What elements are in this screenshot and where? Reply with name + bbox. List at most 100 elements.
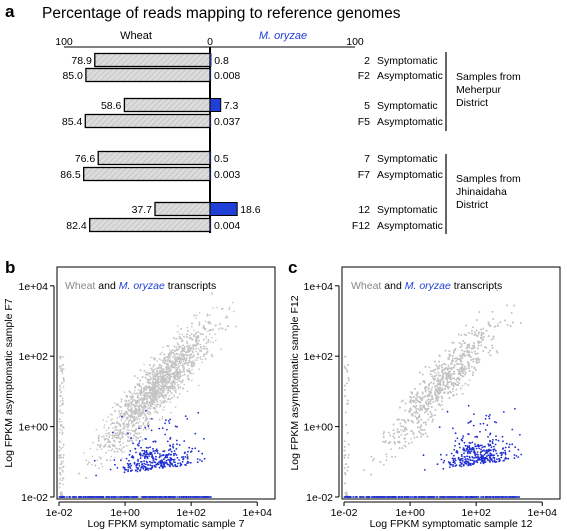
wheat-point — [123, 427, 126, 430]
wheat-point — [62, 471, 64, 473]
wheat-point — [163, 401, 165, 404]
wheat-point — [121, 435, 123, 437]
wheat-point — [177, 366, 180, 368]
sample-id-label: 5 — [364, 100, 370, 112]
wheat-point — [138, 413, 140, 416]
wheat-point — [231, 301, 234, 304]
wheat-point — [58, 486, 61, 489]
wheat-point — [118, 409, 120, 412]
wheat-point — [196, 343, 199, 346]
wheat-point — [120, 400, 122, 403]
wheat-point — [146, 412, 149, 415]
wheat-point — [191, 379, 193, 382]
wheat-point — [160, 401, 163, 404]
wheat-point — [58, 431, 61, 434]
wheat-point — [182, 339, 184, 342]
wheat-value-label: 82.4 — [66, 220, 87, 232]
wheat-point — [140, 387, 143, 390]
wheat-point — [59, 400, 62, 403]
wheat-point — [126, 412, 129, 414]
wheat-point — [192, 354, 195, 356]
wheat-point — [178, 335, 181, 338]
wheat-point — [158, 418, 161, 421]
sample-id-label: F2 — [358, 70, 370, 82]
wheat-point — [139, 420, 141, 423]
wheat-point — [62, 460, 65, 463]
wheat-point — [103, 426, 105, 429]
wheat-point — [105, 420, 108, 423]
wheat-point — [147, 410, 150, 413]
wheat-point — [137, 393, 140, 395]
wheat-point — [127, 429, 130, 431]
wheat-point — [91, 455, 94, 458]
wheat-point — [181, 344, 184, 347]
wheat-point — [137, 405, 139, 408]
wheat-point — [92, 441, 94, 444]
wheat-point — [198, 321, 201, 324]
wheat-point — [136, 392, 139, 395]
wheat-point — [122, 416, 125, 418]
wheat-point — [159, 404, 161, 407]
wheat-point — [154, 399, 156, 402]
wheat-point — [183, 383, 186, 386]
wheat-point — [117, 437, 120, 440]
wheat-point — [118, 405, 120, 407]
wheat-point — [161, 417, 164, 420]
wheat-point — [116, 420, 118, 423]
wheat-point — [59, 477, 62, 479]
wheat-point — [181, 363, 184, 365]
wheat-point — [166, 375, 168, 378]
wheat-point — [120, 398, 123, 400]
wheat-point — [228, 306, 231, 308]
wheat-point — [137, 415, 140, 418]
wheat-point — [178, 333, 181, 335]
wheat-point — [172, 355, 175, 357]
wheat-point — [167, 379, 169, 381]
wheat-point — [156, 360, 159, 362]
oryzae-bar — [209, 114, 212, 128]
wheat-point — [152, 379, 154, 382]
wheat-point — [199, 358, 202, 360]
wheat-point — [110, 449, 113, 452]
wheat-point — [226, 316, 229, 319]
wheat-point — [148, 421, 150, 423]
oryzae-value-label: 0.003 — [214, 169, 240, 181]
wheat-point — [61, 462, 64, 464]
wheat-point — [205, 351, 208, 354]
wheat-point — [195, 350, 197, 353]
wheat-point — [173, 379, 175, 382]
wheat-point — [176, 342, 179, 344]
wheat-point — [124, 420, 127, 422]
wheat-point — [91, 464, 93, 466]
wheat-point — [121, 451, 124, 454]
wheat-point — [143, 363, 145, 366]
wheat-point — [198, 323, 201, 325]
wheat-point — [151, 373, 154, 376]
wheat-point — [156, 395, 158, 397]
wheat-point — [170, 353, 173, 355]
wheat-point — [62, 356, 65, 358]
wheat-point — [155, 372, 157, 374]
wheat-point — [232, 310, 235, 313]
wheat-point — [130, 429, 132, 432]
wheat-point — [132, 437, 135, 440]
wheat-point — [190, 353, 193, 355]
wheat-point — [60, 456, 62, 459]
oryzae-value-label: 0.8 — [214, 55, 229, 67]
wheat-point — [112, 436, 114, 439]
wheat-point — [137, 389, 140, 391]
wheat-point — [122, 431, 125, 433]
wheat-point — [106, 441, 108, 444]
wheat-value-label: 78.9 — [71, 55, 92, 67]
wheat-point — [220, 348, 223, 351]
wheat-point — [212, 307, 214, 310]
wheat-point — [116, 417, 119, 419]
wheat-point — [191, 368, 193, 371]
wheat-point — [177, 377, 179, 379]
wheat-point — [163, 406, 165, 409]
wheat-point — [160, 369, 163, 371]
wheat-point — [171, 351, 174, 354]
wheat-bar — [97, 150, 211, 166]
sample-id-label: 12 — [358, 204, 370, 216]
